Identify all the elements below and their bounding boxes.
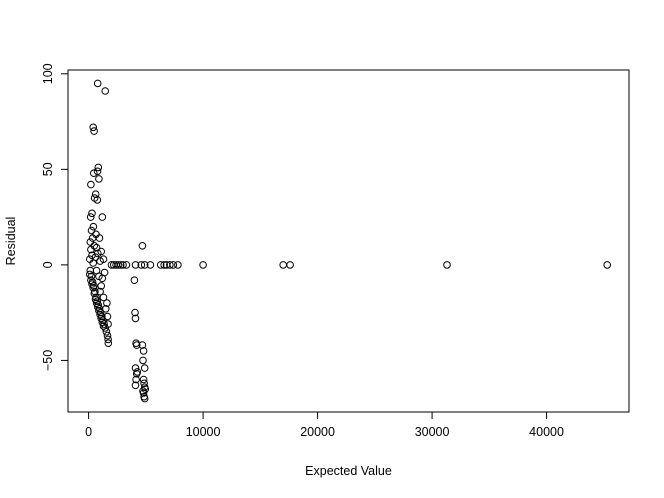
data-point-43 (156, 261, 165, 269)
data-point-56 (86, 270, 94, 279)
data-point-39 (131, 261, 140, 269)
y-tick-label-1: 0 (41, 261, 55, 268)
y-tick-label-3: 100 (41, 63, 55, 84)
y-axis: −50 0 50 100 (41, 63, 69, 371)
data-point-74 (92, 293, 100, 302)
x-tick-label-2: 20000 (300, 425, 335, 439)
data-point-15 (89, 222, 98, 231)
y-tick-label-2: 50 (41, 162, 55, 176)
data-point-4 (94, 163, 103, 172)
data-point-86 (104, 339, 113, 348)
data-point-70 (87, 272, 96, 281)
data-point-81 (100, 320, 108, 328)
data-point-31 (89, 259, 97, 267)
data-point-1 (101, 87, 109, 95)
data-point-16 (87, 226, 96, 235)
data-point-76 (94, 301, 103, 309)
data-point-48 (174, 261, 182, 269)
data-point-53 (603, 261, 612, 269)
data-point-9 (91, 190, 100, 198)
data-point-46 (166, 261, 174, 269)
data-point-106 (133, 368, 142, 376)
data-point-54 (138, 242, 147, 250)
data-point-96 (103, 312, 112, 321)
x-tick-label-1: 10000 (186, 425, 221, 439)
data-point-99 (131, 314, 140, 323)
data-point-13 (88, 209, 96, 218)
data-point-72 (90, 282, 98, 290)
y-tick-label-0: −50 (41, 350, 55, 371)
x-tick-label-4: 40000 (529, 425, 564, 439)
data-point-75 (93, 297, 101, 306)
data-point-94 (92, 266, 101, 275)
data-points (86, 79, 612, 403)
data-point-14 (86, 213, 95, 221)
data-point-6 (95, 175, 103, 183)
data-point-2 (89, 123, 97, 132)
data-point-3 (90, 127, 98, 135)
data-point-41 (140, 261, 149, 269)
data-point-35 (114, 261, 123, 269)
data-point-40 (137, 261, 146, 269)
data-point-83 (102, 328, 111, 336)
data-point-11 (90, 194, 99, 202)
data-point-29 (88, 251, 96, 260)
data-point-95 (102, 305, 110, 313)
data-point-37 (119, 261, 127, 269)
data-point-109 (139, 356, 147, 365)
data-point-91 (103, 299, 111, 307)
data-point-112 (140, 379, 148, 388)
data-point-19 (95, 234, 104, 242)
data-point-24 (87, 245, 95, 254)
data-point-38 (122, 261, 131, 269)
data-point-73 (91, 287, 99, 296)
data-point-90 (100, 268, 109, 277)
data-point-85 (104, 335, 112, 344)
data-point-108 (139, 347, 148, 355)
data-point-42 (146, 261, 155, 269)
y-axis-title: Residual (4, 217, 18, 266)
data-point-97 (104, 320, 112, 328)
x-axis-title: Expected Value (305, 464, 392, 478)
data-point-78 (96, 308, 105, 317)
data-point-5 (93, 167, 102, 176)
x-axis: 0 10000 20000 30000 40000 (85, 411, 564, 439)
data-point-8 (87, 180, 95, 189)
data-point-101 (132, 341, 141, 349)
data-point-27 (96, 257, 104, 265)
plot-frame (67, 69, 630, 413)
data-point-87 (96, 287, 104, 296)
data-point-110 (140, 364, 149, 372)
data-point-50 (279, 261, 288, 269)
data-point-118 (141, 385, 150, 393)
data-point-107 (138, 341, 147, 349)
data-point-98 (131, 308, 139, 317)
data-point-12 (98, 213, 107, 221)
data-point-115 (139, 389, 148, 397)
x-tick-label-0: 0 (85, 425, 92, 439)
data-point-79 (98, 312, 106, 321)
data-point-49 (199, 261, 207, 269)
data-point-44 (160, 261, 168, 269)
data-point-88 (97, 282, 105, 290)
data-point-36 (116, 261, 125, 269)
data-point-80 (99, 316, 107, 325)
data-point-102 (131, 364, 140, 372)
data-point-105 (131, 381, 140, 390)
data-point-20 (86, 238, 95, 246)
data-point-7 (90, 169, 98, 177)
data-point-84 (103, 331, 112, 340)
x-tick-label-3: 30000 (415, 425, 450, 439)
data-point-55 (130, 276, 139, 285)
data-point-51 (286, 261, 294, 269)
data-point-104 (132, 375, 140, 384)
data-point-47 (169, 261, 178, 269)
data-point-71 (88, 278, 97, 286)
data-point-117 (140, 394, 149, 403)
data-point-52 (443, 261, 451, 269)
data-point-111 (139, 375, 148, 384)
data-point-92 (99, 293, 108, 302)
data-point-0 (93, 79, 102, 88)
